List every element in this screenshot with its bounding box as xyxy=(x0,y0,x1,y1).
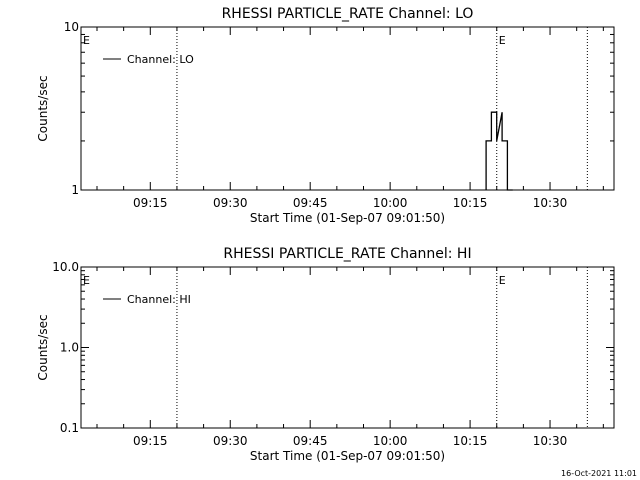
y-axis-label: Counts/sec xyxy=(36,314,50,380)
x-tick-label: 10:30 xyxy=(533,434,568,448)
legend-entry: Channel: LO xyxy=(127,53,194,66)
event-marker-label: E xyxy=(499,34,506,47)
x-axis-label: Start Time (01-Sep-07 09:01:50) xyxy=(250,211,445,225)
lo-channel-panel: RHESSI PARTICLE_RATE Channel: LO 09:15 09:… xyxy=(36,6,615,225)
legend-entry: Channel: HI xyxy=(127,293,191,306)
y-tick-label: 10 xyxy=(64,20,79,34)
y-axis-label: Counts/sec xyxy=(36,75,50,141)
x-tick-label: 10:00 xyxy=(373,196,408,210)
y-tick-label: 1.0 xyxy=(60,341,79,355)
x-tick-label: 10:15 xyxy=(453,196,488,210)
series-line xyxy=(485,111,513,191)
footer-timestamp: 16-Oct-2021 11:01 xyxy=(561,469,637,478)
chart-title: RHESSI PARTICLE_RATE Channel: HI xyxy=(223,246,471,262)
x-tick-label: 10:15 xyxy=(453,434,488,448)
y-tick-label: 1 xyxy=(71,183,79,197)
plot-frame xyxy=(80,26,615,191)
chart-title: RHESSI PARTICLE_RATE Channel: LO xyxy=(222,6,474,22)
x-tick-label: 09:30 xyxy=(213,196,248,210)
event-marker-label: E xyxy=(83,34,90,47)
event-marker-label: E xyxy=(499,274,506,287)
x-tick-label: 09:30 xyxy=(213,434,248,448)
x-axis-label: Start Time (01-Sep-07 09:01:50) xyxy=(250,449,445,463)
x-tick-label: 10:00 xyxy=(373,434,408,448)
x-tick-label: 09:15 xyxy=(133,434,168,448)
hi-channel-panel: RHESSI PARTICLE_RATE Channel: HI 09:15 09:… xyxy=(36,246,615,463)
y-tick-label: 10.0 xyxy=(52,260,79,274)
x-tick-label: 09:15 xyxy=(133,196,168,210)
x-tick-label: 10:30 xyxy=(533,196,568,210)
x-tick-label: 09:45 xyxy=(293,434,328,448)
plot-frame xyxy=(80,266,615,429)
y-tick-label: 0.1 xyxy=(60,421,79,435)
x-tick-label: 09:45 xyxy=(293,196,328,210)
event-marker-label: E xyxy=(83,274,90,287)
